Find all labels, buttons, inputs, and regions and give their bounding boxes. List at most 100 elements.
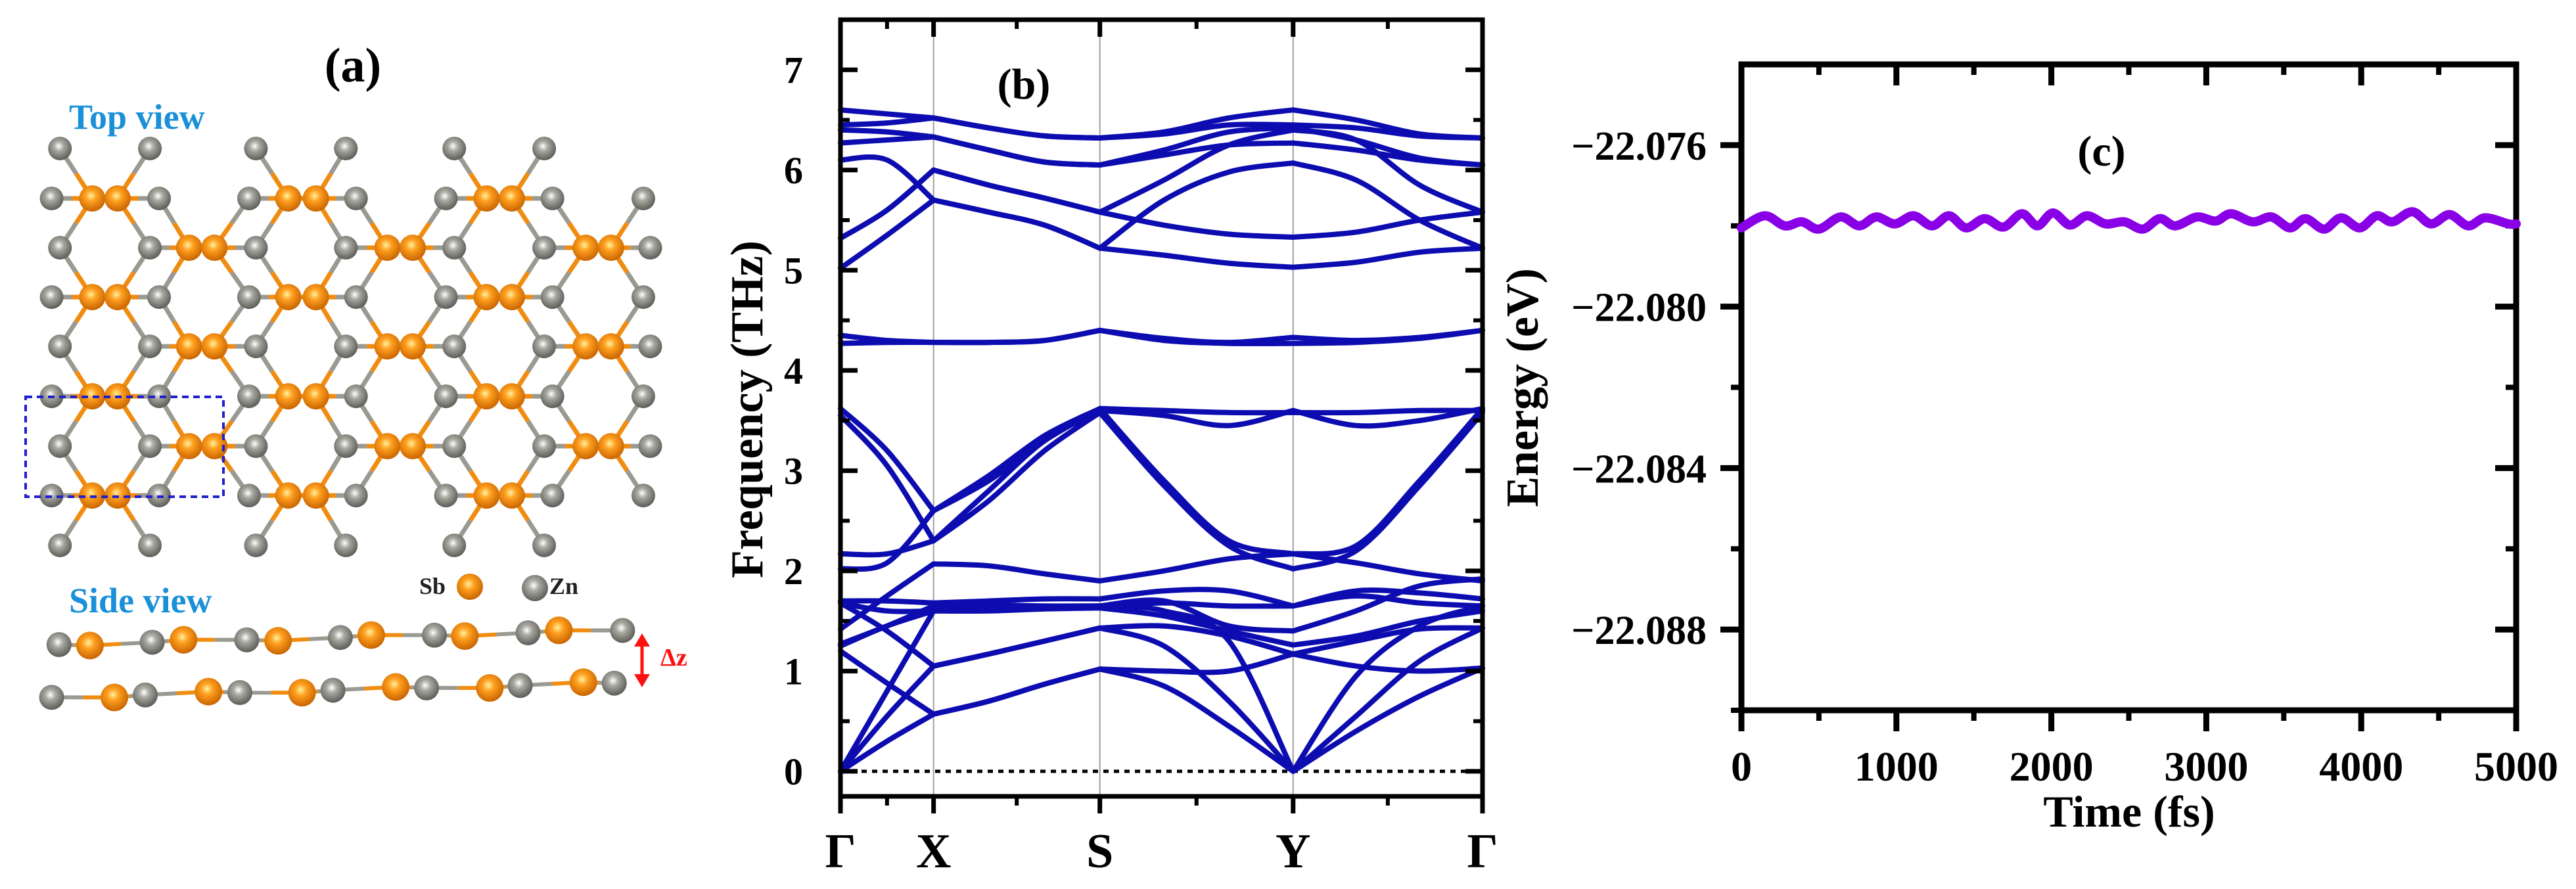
- phonon-band-14: [838, 551, 1485, 632]
- y-axis-label-energy: Energy (eV): [1498, 268, 1548, 507]
- sb-atom: [498, 383, 525, 410]
- zn-atom: [442, 137, 467, 161]
- sb-atom: [498, 185, 525, 212]
- zn-atom: [39, 285, 64, 309]
- sb-atom: [572, 235, 599, 262]
- sb-atom: [473, 482, 500, 509]
- sb-atom: [498, 482, 525, 509]
- zn-atom: [244, 434, 268, 459]
- zn-atom: [147, 285, 172, 309]
- sb-atom: [597, 433, 624, 460]
- legend-sb-atom: [457, 574, 483, 600]
- zn-atom: [147, 384, 172, 409]
- zn-atom: [638, 236, 662, 260]
- phonon-band-10: [838, 405, 1485, 557]
- zn-atom: [442, 434, 467, 459]
- zn-atom: [46, 632, 72, 658]
- legend-sb-label: Sb: [419, 573, 446, 599]
- y-tick-label: 4: [784, 350, 803, 392]
- zn-atom: [237, 484, 261, 508]
- y-tick-label: 2: [784, 550, 803, 593]
- zn-atom: [442, 236, 467, 260]
- x-tick-label: 4000: [2319, 743, 2403, 790]
- sb-atom: [473, 383, 500, 410]
- sb-atom: [302, 482, 329, 509]
- zn-atom: [442, 534, 467, 558]
- zn-atom: [638, 434, 662, 459]
- panel-a-label: (a): [325, 39, 381, 93]
- zn-atom: [138, 236, 162, 260]
- sb-atom: [175, 433, 202, 460]
- zn-atom: [244, 534, 268, 558]
- zn-atom: [48, 236, 72, 260]
- zn-atom: [344, 285, 368, 309]
- phonon-band-21: [838, 651, 1485, 774]
- sb-atom: [275, 284, 302, 311]
- zn-atom: [334, 534, 358, 558]
- zn-atom: [39, 186, 64, 210]
- sb-atom: [473, 185, 500, 212]
- zn-atom: [237, 186, 261, 210]
- sb-atom: [201, 235, 228, 262]
- x-tick-label-X: X: [916, 825, 951, 878]
- phonon-band-22: [838, 623, 1485, 774]
- zn-atom: [442, 334, 467, 359]
- zn-atom: [434, 285, 458, 309]
- zn-atom: [334, 236, 358, 260]
- zn-atom: [244, 137, 268, 161]
- phonon-band-6: [838, 197, 1485, 271]
- zn-atom: [540, 285, 564, 309]
- sb-atom: [569, 668, 597, 696]
- y-tick-label: −22.080: [1571, 286, 1707, 331]
- zn-atom: [48, 334, 72, 359]
- sb-atom: [170, 626, 198, 654]
- sb-atom: [275, 185, 302, 212]
- zn-atom: [237, 285, 261, 309]
- zn-atom: [638, 334, 662, 359]
- zn-atom: [532, 334, 557, 359]
- sb-atom: [195, 677, 223, 706]
- zn-atom: [434, 186, 458, 210]
- x-tick-label: 3000: [2164, 743, 2248, 790]
- sb-atom: [597, 333, 624, 360]
- sb-atom: [288, 679, 316, 707]
- zn-atom: [334, 434, 358, 459]
- zn-atom: [327, 625, 353, 650]
- zn-atom: [39, 685, 64, 710]
- phonon-band-13: [838, 405, 1485, 572]
- sb-atom: [545, 616, 573, 645]
- zn-atom: [532, 137, 557, 161]
- sb-atom: [382, 673, 410, 701]
- zn-atom: [414, 675, 440, 700]
- x-tick-label: 1000: [1854, 743, 1939, 790]
- x-tick-label: 5000: [2474, 743, 2558, 790]
- zn-atom: [344, 384, 368, 409]
- panel-c-label: (c): [2077, 127, 2125, 175]
- sb-atom: [101, 683, 129, 712]
- zn-atom: [234, 627, 260, 652]
- panel-b-phonon-dispersion: 0 1 2 3 4 5 6 7 Γ X S Y Γ (b) Frequency (THz): [722, 17, 1498, 878]
- sb-atom: [79, 185, 106, 212]
- zn-atom: [138, 334, 162, 359]
- y-tick-label: 6: [784, 149, 803, 192]
- phonon-band-3: [838, 134, 1485, 168]
- zn-atom: [540, 384, 564, 409]
- energy-series-line: [1737, 207, 2521, 234]
- x-axis-label-time: Time (fs): [2043, 786, 2215, 836]
- zn-atom: [320, 677, 346, 703]
- zn-atom: [532, 534, 557, 558]
- zn-atom: [138, 434, 162, 459]
- y-tick-label: 1: [784, 650, 803, 693]
- panel-a: (a) Top view Side view Sb Zn Δz: [24, 39, 687, 712]
- zn-atom: [631, 384, 655, 409]
- sb-atom: [201, 333, 228, 360]
- zn-atom: [422, 622, 448, 648]
- zn-atom: [631, 186, 655, 210]
- x-tick-label: 0: [1731, 743, 1752, 790]
- sb-atom: [302, 185, 329, 212]
- sb-atom: [400, 235, 426, 262]
- top-view-label: Top view: [69, 97, 205, 137]
- zn-atom: [227, 680, 252, 706]
- sb-atom: [201, 433, 228, 460]
- zn-atom: [138, 534, 162, 558]
